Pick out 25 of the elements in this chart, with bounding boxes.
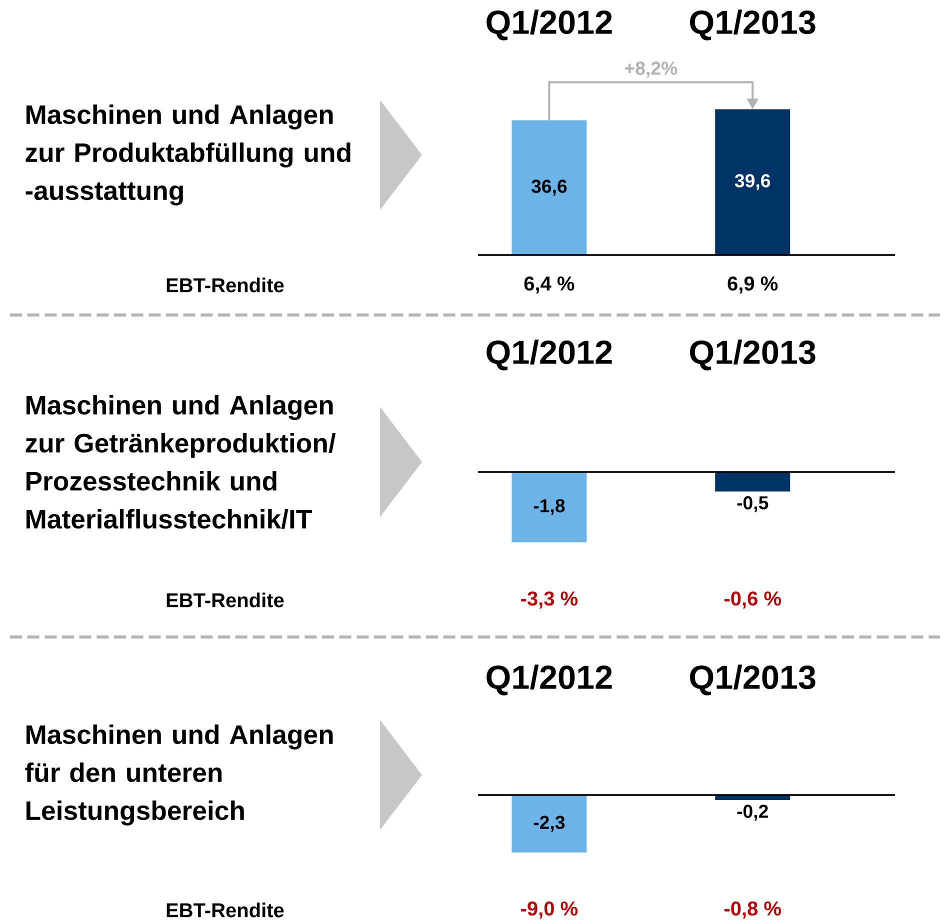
text: EBT-Rendite — [166, 278, 284, 292]
text: 6,4 % — [524, 276, 574, 294]
text: Maschinen und Anlagen für den unteren Leistungsbereich — [25, 724, 333, 826]
data-label: -0,2 — [737, 804, 768, 821]
data-label: 36,6 — [531, 180, 567, 196]
text: -0,8 % — [724, 901, 781, 919]
x-tick-label: Q1/2012 — [486, 664, 612, 696]
data-label: -0,5 — [737, 496, 768, 512]
x-tick-label: Q1/2013 — [690, 340, 816, 370]
data-label: -2,3 — [534, 816, 565, 832]
x-tick-label: Q1/2012 — [486, 340, 612, 370]
text: -0,6 % — [724, 591, 781, 609]
text: EBT-Rendite — [166, 592, 284, 608]
x-tick-label: Q1/2012 — [486, 10, 612, 40]
data-label: 39,6 — [734, 174, 770, 190]
text: -3,3 % — [521, 591, 578, 609]
text: Maschinen und Anlagen zur Produktabfüllung und -ausstattung — [26, 104, 350, 206]
text: Maschinen und Anlagen zur Getränkeproduktion/ Prozesstechnik und Materialflusstechnik/IT — [26, 395, 336, 529]
data-label: -1,8 — [534, 499, 565, 516]
x-tick-label: Q1/2013 — [690, 664, 816, 696]
text: EBT-Rendite — [166, 902, 284, 918]
x-tick-label: Q1/2013 — [690, 10, 816, 40]
text: 6,9 % — [728, 276, 778, 294]
text: +8,2% — [624, 62, 678, 78]
text: -9,0 % — [521, 901, 578, 919]
